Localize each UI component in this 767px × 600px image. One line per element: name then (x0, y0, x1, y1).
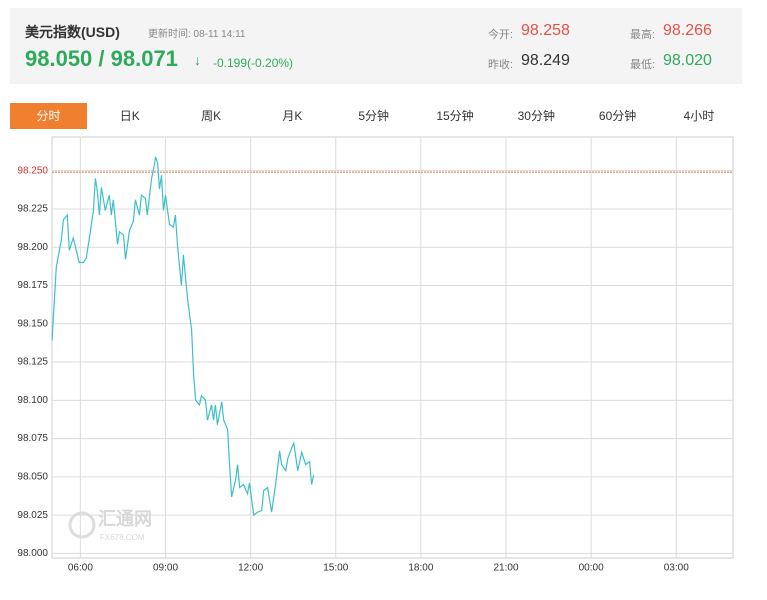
tab[interactable]: 分时 (10, 103, 87, 129)
tabs: 分时 日K 周K 月K 5分钟 15分钟 30分钟 60分钟 4小时 (10, 103, 733, 129)
tab[interactable]: 4小时 (683, 109, 715, 123)
y-tick-label: 98.050 (17, 472, 48, 483)
x-tick-label: 15:00 (323, 563, 348, 574)
y-tick-label: 98.150 (17, 318, 48, 329)
watermark-logo (68, 511, 96, 539)
tab[interactable]: 60分钟 (598, 109, 637, 123)
x-tick-label: 00:00 (579, 563, 604, 574)
tab[interactable]: 日K (119, 109, 140, 123)
tab[interactable]: 5分钟 (358, 109, 390, 123)
watermark: 汇通网 (98, 509, 152, 529)
stat-label: 今开: (488, 29, 514, 41)
tab[interactable]: 周K (201, 109, 222, 123)
tab[interactable]: 月K (282, 109, 303, 123)
y-tick-label: 98.225 (17, 204, 48, 215)
y-tick-label: 98.075 (17, 433, 48, 444)
plot-frame (51, 136, 734, 559)
y-tick-label: 98.175 (17, 280, 48, 291)
x-tick-label: 18:00 (408, 563, 433, 574)
quote-header: 美元指数(USD) 更新时间: 08-11 14:11 98.050 / 98.… (10, 8, 742, 84)
stat-value: 98.020 (663, 52, 712, 69)
x-tick-label: 09:00 (153, 563, 178, 574)
price-line (51, 156, 315, 517)
change: -0.199(-0.20%) (213, 56, 294, 70)
y-tick-label: 98.250 (17, 165, 48, 176)
stat-value: 98.249 (521, 52, 570, 69)
stat-label: 昨收: (488, 59, 514, 71)
x-tick-label: 03:00 (664, 563, 689, 574)
y-tick-label: 98.100 (17, 395, 48, 406)
tab[interactable]: 15分钟 (436, 109, 474, 123)
price: 98.050 / 98.071 (25, 46, 178, 71)
arrow: ↓ (194, 52, 201, 68)
watermark: FX678.COM (100, 533, 145, 542)
stat-value: 98.266 (663, 22, 712, 39)
stat-value: 98.258 (521, 22, 570, 39)
y-tick-label: 98.200 (17, 242, 48, 253)
stat-label: 最高: (630, 29, 656, 41)
y-tick-label: 98.000 (17, 548, 48, 559)
stat-label: 最低: (630, 59, 656, 71)
tab[interactable]: 30分钟 (517, 109, 555, 123)
x-tick-label: 06:00 (68, 563, 93, 574)
y-tick-label: 98.125 (17, 357, 48, 368)
title: 美元指数(USD) (25, 24, 120, 40)
x-tick-label: 21:00 (493, 563, 518, 574)
x-tick-label: 12:00 (238, 563, 263, 574)
y-tick-label: 98.025 (17, 510, 48, 521)
update-time: 更新时间: 08-11 14:11 (148, 29, 246, 40)
